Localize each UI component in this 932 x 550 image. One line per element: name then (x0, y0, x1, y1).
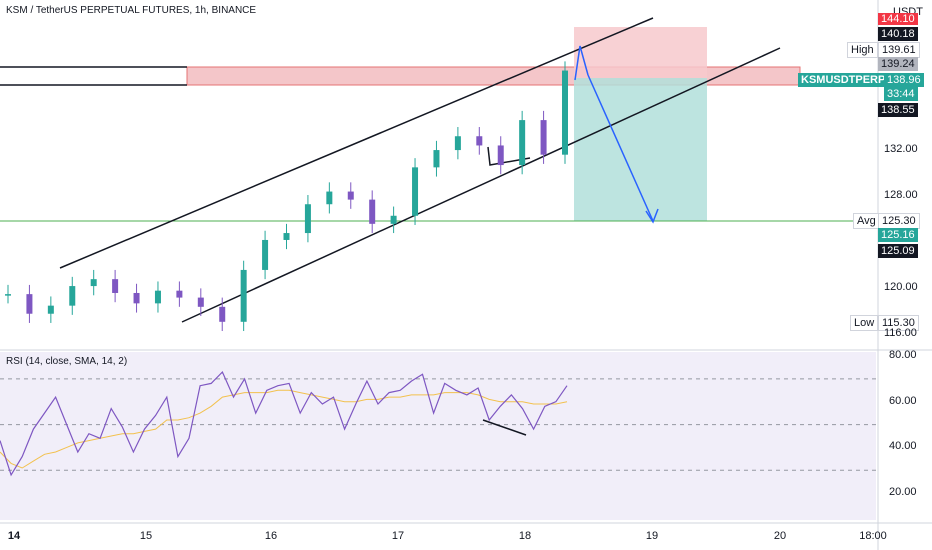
price-candle (262, 239, 269, 270)
price-axis-tick: 128.00 (884, 189, 918, 202)
symbol-tag: KSMUSDTPERP (798, 73, 889, 87)
price-candle (562, 70, 568, 155)
price-axis-tick: 132.00 (884, 143, 918, 156)
low-tag: Low (850, 315, 879, 331)
price-candle (26, 294, 33, 314)
price-tag-level-5: 125.09 (878, 244, 918, 258)
price-tag-level-2: 139.24 (878, 57, 918, 71)
price-candle (412, 167, 419, 216)
rsi-axis-tick: 20.00 (889, 486, 917, 499)
time-axis-tick: 19 (645, 530, 659, 542)
forecast-arrow-head (645, 208, 659, 224)
price-candle (497, 145, 504, 166)
channel-lower-line (181, 47, 781, 323)
price-axis-tick: 116.00 (884, 327, 917, 340)
time-axis-tick: 15 (139, 530, 153, 542)
price-candle (176, 290, 183, 298)
price-candle (5, 294, 11, 296)
price-candle (519, 120, 526, 166)
rsi-sma-line (0, 389, 568, 469)
price-candle (369, 199, 376, 224)
price-candle (133, 292, 140, 304)
time-axis-tick: 17 (391, 530, 405, 542)
price-candle (90, 279, 97, 287)
price-candle (476, 136, 483, 146)
take-profit-zone (574, 78, 707, 221)
countdown-tag: 33:44 (884, 87, 918, 101)
price-candle (154, 290, 161, 304)
price-tag-level-4: 125.16 (878, 228, 918, 242)
price-candle (540, 120, 547, 155)
price-candle (112, 279, 119, 293)
avg-tag: Avg (853, 213, 880, 229)
divergence-price-line (487, 146, 531, 166)
rsi-pane (0, 352, 876, 520)
price-candle (240, 269, 247, 322)
price-candle (197, 297, 204, 307)
divergence-rsi-line (482, 419, 527, 436)
time-axis-tick: 14 (7, 530, 21, 542)
price-candle (433, 150, 440, 168)
price-candle (347, 191, 354, 200)
price-tag-level-3: 138.55 (878, 103, 918, 117)
time-axis-tick: 18:00 (859, 530, 887, 542)
rsi-axis-tick: 60.00 (889, 394, 917, 407)
rsi-axis-tick: 40.00 (889, 440, 917, 453)
rsi-title: RSI (14, close, SMA, 14, 2) (6, 356, 128, 367)
low-value: 115.30 (878, 315, 919, 331)
channel-upper-line (59, 17, 654, 269)
rsi-axis-tick: 80.00 (889, 349, 917, 361)
time-axis-tick: 18 (518, 530, 532, 542)
price-candle (390, 215, 397, 224)
high-value: 139.61 (878, 42, 920, 58)
time-axis-tick: 20 (773, 530, 787, 542)
time-axis-tick: 16 (264, 530, 278, 542)
current-price-tag: 138.96 (884, 73, 924, 87)
stop-loss-zone (574, 27, 707, 78)
resistance-zone (186, 66, 801, 86)
rsi-line (0, 370, 568, 477)
price-tag-top: 144.10 (878, 13, 918, 25)
price-candle (69, 286, 76, 306)
price-tag-level-1: 140.18 (878, 27, 918, 41)
price-candle (283, 233, 290, 240)
high-tag: High (847, 42, 878, 58)
price-candle (454, 136, 461, 151)
price-candle (47, 305, 54, 314)
price-candle (326, 191, 333, 205)
forecast-peak-line (574, 45, 589, 81)
forecast-arrow-line (587, 74, 654, 222)
chart-title: KSM / TetherUS PERPETUAL FUTURES, 1h, BI… (6, 5, 257, 16)
avg-value: 125.30 (878, 213, 920, 229)
price-candle (219, 306, 226, 322)
price-axis-tick: 120.00 (884, 281, 918, 294)
price-candle (304, 204, 311, 234)
